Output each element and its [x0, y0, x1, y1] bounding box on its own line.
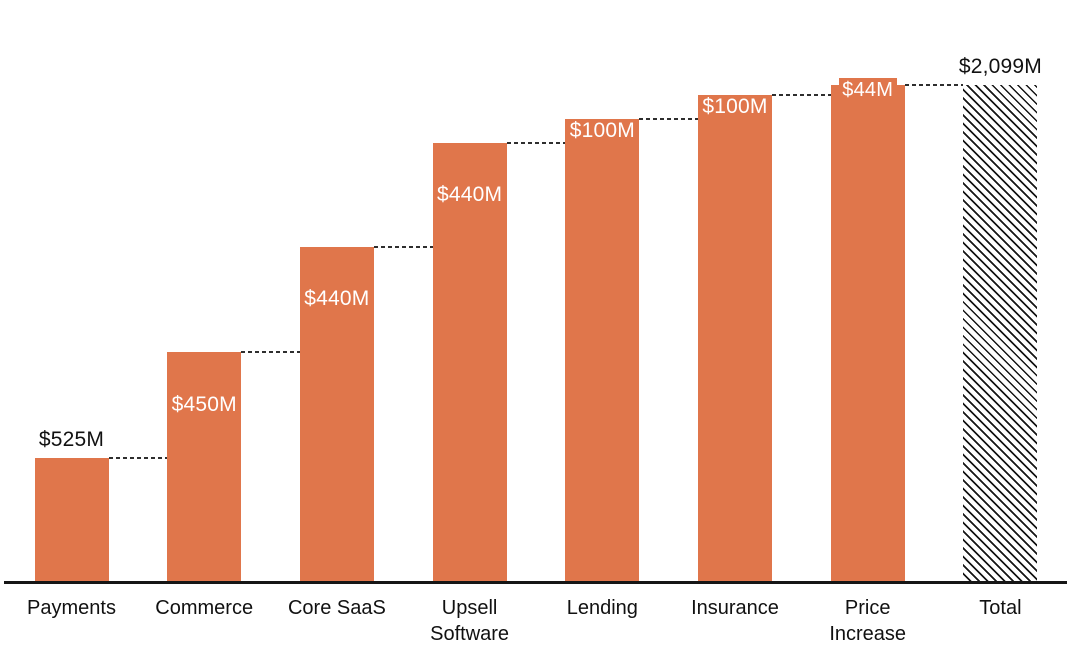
category-label-lending: Lending [566, 597, 638, 619]
category-label-payments: Payments [27, 597, 116, 619]
category-label-commerce: Commerce [155, 597, 254, 619]
category-label-total: Total [979, 597, 1022, 619]
value-label-core-saas: $440M [304, 287, 370, 311]
category-label-insurance: Insurance [691, 597, 779, 619]
category-label-upsell-software: Upsell Software [430, 597, 510, 645]
bar-lending [565, 119, 640, 583]
bar-payments [34, 458, 109, 583]
value-label-payments: $525M [38, 428, 105, 452]
connector-lending-to-insurance [639, 118, 698, 121]
value-label-total: $2,099M [958, 55, 1042, 78]
connector-commerce-to-core-saas [241, 350, 300, 353]
connector-upsell-software-to-lending [506, 141, 566, 144]
value-label-insurance: $100M [702, 95, 768, 119]
bar-core-saas [299, 247, 374, 583]
value-label-price-increase: $44M [838, 78, 897, 103]
bar-total [963, 85, 1038, 583]
connector-price-increase-to-total [904, 84, 964, 86]
connector-payments-to-commerce [108, 457, 168, 460]
x-axis-line [4, 581, 1067, 584]
connector-core-saas-to-upsell-software [373, 246, 433, 249]
bar-price-increase [830, 85, 905, 583]
value-label-upsell-software: $440M [436, 183, 503, 207]
connector-insurance-to-price-increase [772, 94, 831, 97]
bar-commerce [167, 351, 242, 583]
category-label-price-increase: Price Increase [829, 597, 907, 645]
category-label-core-saas: Core SaaS [287, 597, 386, 619]
bar-upsell-software [432, 142, 507, 583]
value-label-lending: $100M [569, 119, 635, 143]
bar-insurance [698, 95, 772, 583]
value-label-commerce: $450M [171, 393, 237, 417]
